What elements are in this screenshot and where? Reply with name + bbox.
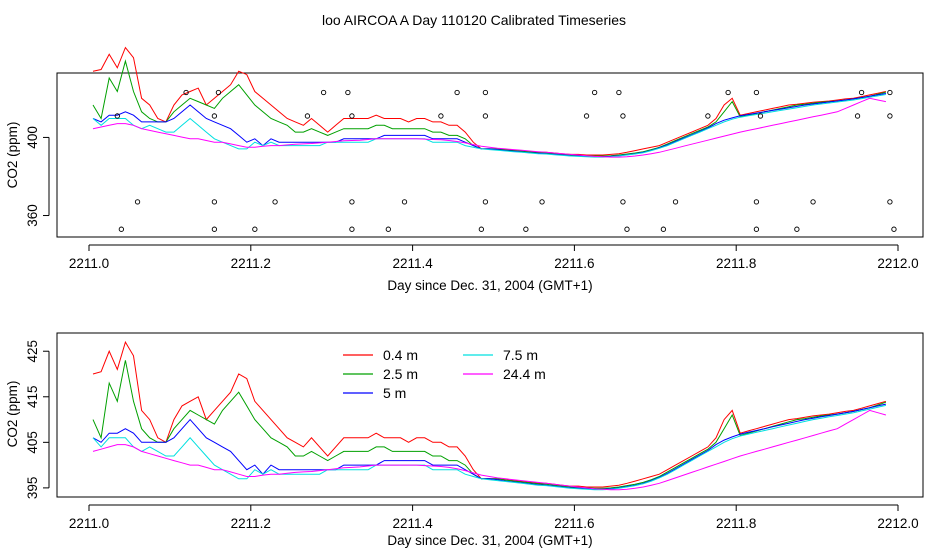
marker-point xyxy=(753,89,760,96)
marker-point xyxy=(794,226,800,232)
upper-y-axis: 360 400 xyxy=(25,126,50,227)
marker-point xyxy=(134,199,141,205)
x-tick-label: 2211.6 xyxy=(554,256,594,271)
lower-y-axis-label: CO2 (ppm) xyxy=(5,381,20,448)
marker-point xyxy=(114,113,120,119)
upper-marker-group xyxy=(114,89,897,232)
marker-point xyxy=(887,113,893,119)
marker-point xyxy=(211,199,218,205)
marker-point xyxy=(705,113,711,119)
upper-y-axis-label: CO2 (ppm) xyxy=(5,122,20,189)
series-line-7-5-m xyxy=(92,404,887,491)
lower-x-axis-label: Day since Dec. 31, 2004 (GMT+1) xyxy=(387,533,592,548)
series-line-5-m xyxy=(92,93,886,158)
marker-point xyxy=(349,113,355,119)
x-tick-label: 2211.8 xyxy=(716,516,756,531)
marker-point xyxy=(118,226,125,232)
series-line-24-4-m xyxy=(92,409,887,491)
x-tick-label: 2211.0 xyxy=(69,256,109,271)
series-line-24-4-m xyxy=(92,97,886,158)
marker-point xyxy=(523,226,529,232)
legend-label: 24.4 m xyxy=(503,366,546,382)
marker-point xyxy=(272,199,278,205)
marker-point xyxy=(482,113,489,119)
marker-point xyxy=(616,89,622,96)
upper-x-axis: 2211.0 2211.2 2211.4 2211.6 2211.8 2212.0 xyxy=(69,244,919,271)
marker-point xyxy=(320,89,327,96)
marker-point xyxy=(887,89,893,96)
marker-point xyxy=(482,199,489,205)
x-tick-label: 2211.4 xyxy=(392,256,433,271)
upper-panel: 2211.0 2211.2 2211.4 2211.6 2211.8 2212.0 360… xyxy=(5,46,924,293)
marker-point xyxy=(810,199,816,205)
y-tick-label: 360 xyxy=(25,204,40,227)
marker-point xyxy=(211,113,218,119)
x-tick-label: 2211.2 xyxy=(231,256,271,271)
marker-point xyxy=(854,113,861,119)
marker-point xyxy=(591,89,598,96)
marker-point xyxy=(349,226,355,232)
upper-series-group xyxy=(92,46,887,158)
upper-plot-frame xyxy=(56,72,924,238)
marker-point xyxy=(349,199,355,205)
chart-title: loo AIRCOA A Day 110120 Calibrated Times… xyxy=(322,12,626,28)
marker-point xyxy=(624,226,630,232)
marker-point xyxy=(660,226,667,232)
legend-label: 2.5 m xyxy=(383,366,418,382)
marker-point xyxy=(252,226,258,232)
marker-point xyxy=(887,199,893,205)
upper-x-axis-label: Day since Dec. 31, 2004 (GMT+1) xyxy=(387,278,592,293)
marker-point xyxy=(211,226,218,232)
x-tick-label: 2212.0 xyxy=(877,256,918,271)
x-tick-label: 2212.0 xyxy=(877,516,918,531)
x-tick-label: 2211.4 xyxy=(392,516,433,531)
marker-point xyxy=(583,113,590,119)
series-line-0-4-m xyxy=(92,46,887,156)
x-tick-label: 2211.6 xyxy=(554,516,594,531)
marker-point xyxy=(672,199,679,205)
marker-point xyxy=(401,199,408,205)
legend-label: 5 m xyxy=(383,385,406,401)
x-tick-label: 2211.2 xyxy=(231,516,271,531)
series-line-0-4-m xyxy=(92,340,887,488)
series-line-5-m xyxy=(92,403,887,490)
marker-point xyxy=(891,226,897,232)
marker-point xyxy=(753,199,760,205)
marker-point xyxy=(753,226,760,232)
y-tick-label: 415 xyxy=(25,386,40,409)
marker-point xyxy=(620,199,626,205)
marker-point xyxy=(183,89,189,96)
legend-label: 7.5 m xyxy=(503,347,538,363)
marker-point xyxy=(482,89,489,96)
marker-point xyxy=(438,113,444,119)
legend: 0.4 m 2.5 m 5 m 7.5 m 24.4 m xyxy=(343,347,546,401)
series-line-7-5-m xyxy=(92,94,886,158)
y-tick-label: 425 xyxy=(25,340,40,363)
marker-point xyxy=(454,89,460,96)
lower-plot-frame xyxy=(56,332,924,498)
y-tick-label: 405 xyxy=(25,431,40,454)
marker-point xyxy=(215,89,222,96)
marker-point xyxy=(858,89,865,96)
lower-panel: 2211.0 2211.2 2211.4 2211.6 2211.8 2212.0 395… xyxy=(5,332,924,548)
marker-point xyxy=(620,113,626,119)
marker-point xyxy=(385,226,391,232)
marker-point xyxy=(345,89,351,96)
lower-y-axis: 395 405 415 425 xyxy=(25,340,50,500)
marker-point xyxy=(725,89,731,96)
y-tick-label: 395 xyxy=(25,477,40,500)
y-tick-label: 400 xyxy=(25,126,40,149)
marker-point xyxy=(304,113,311,119)
x-tick-label: 2211.0 xyxy=(69,516,109,531)
legend-label: 0.4 m xyxy=(383,347,418,363)
lower-x-axis: 2211.0 2211.2 2211.4 2211.6 2211.8 2212.0 xyxy=(69,504,919,531)
marker-point xyxy=(478,226,485,232)
marker-point xyxy=(757,113,764,119)
lower-series-group xyxy=(92,340,887,491)
marker-point xyxy=(539,199,545,205)
x-tick-label: 2211.8 xyxy=(716,256,756,271)
